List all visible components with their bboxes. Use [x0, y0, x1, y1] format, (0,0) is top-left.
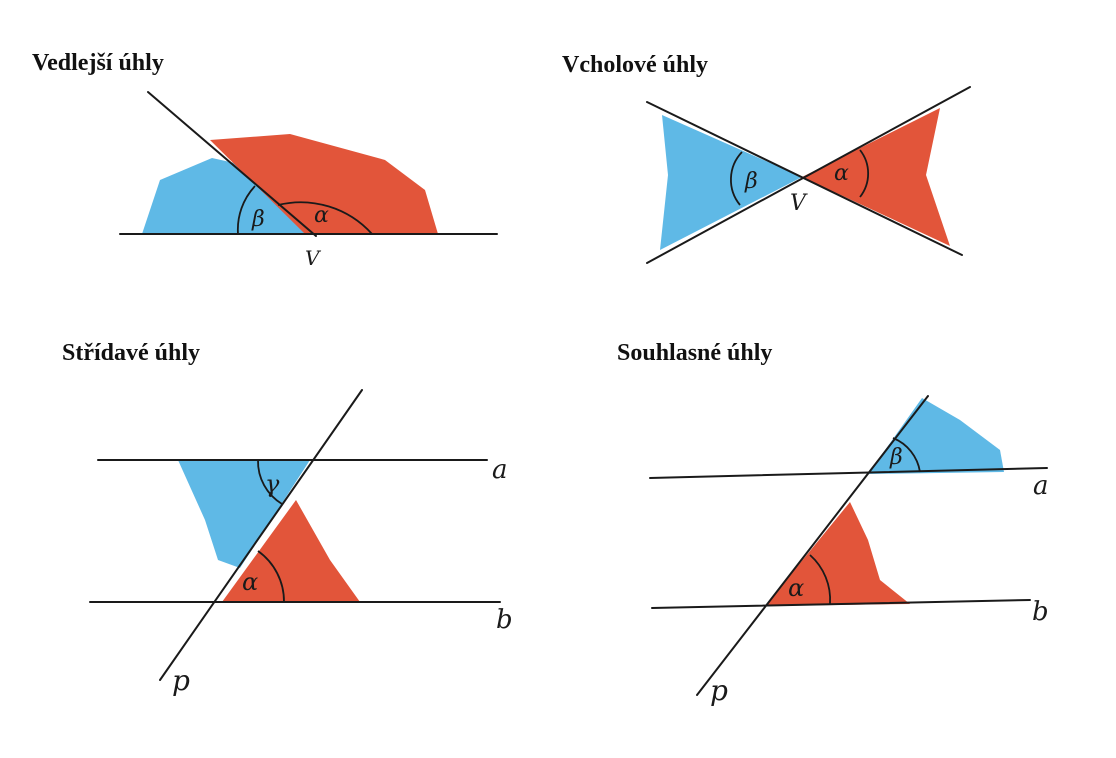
alpha-label: α [314, 203, 329, 228]
beta-arc [892, 437, 921, 473]
label-p: p [710, 674, 728, 707]
alpha-arc [809, 554, 832, 605]
panel-title-vedlejsi: Vedlejší úhly [32, 50, 164, 76]
label-b: b [496, 605, 513, 635]
beta-region [868, 398, 1004, 474]
line-a [649, 467, 1048, 479]
panel-title-vcholove: Vcholové úhly [562, 52, 709, 78]
alpha-region [802, 108, 950, 246]
beta-label: β [744, 169, 758, 194]
alpha-arc [277, 201, 373, 235]
beta-label: β [889, 445, 903, 470]
panel-title-souhlasne: Souhlasné úhly [617, 340, 773, 366]
label-p: p [172, 664, 190, 697]
line-1 [646, 101, 963, 256]
vertex-label: V [305, 246, 322, 270]
beta-region [142, 158, 305, 234]
label-a: a [1033, 471, 1049, 501]
alpha-region [222, 500, 360, 602]
panel-vcholove: β α V [646, 86, 971, 264]
ray-line [147, 91, 317, 237]
alpha-label: α [242, 568, 258, 596]
beta-label: β [251, 207, 265, 232]
alpha-label: α [788, 574, 804, 602]
alpha-region [765, 502, 910, 606]
panel-stridave: γ α a b p [89, 389, 513, 697]
line-2 [646, 86, 971, 264]
panel-vedlejsi: β α V [119, 91, 498, 270]
line-b [651, 599, 1031, 609]
transversal-p [159, 389, 363, 681]
panel-title-stridave: Střídavé úhly [62, 340, 201, 366]
beta-arc [730, 151, 743, 206]
beta-arc [236, 185, 256, 235]
alpha-arc [859, 149, 870, 198]
transversal-p [696, 395, 929, 696]
gamma-label: γ [265, 470, 280, 498]
vertex-label: V [790, 191, 808, 216]
panel-souhlasne: β α a b p [649, 395, 1049, 707]
label-b: b [1032, 597, 1049, 627]
gamma-region [178, 460, 310, 568]
alpha-arc [257, 550, 285, 603]
label-a: a [492, 455, 508, 485]
alpha-region [210, 134, 438, 234]
alpha-label: α [834, 161, 849, 186]
gamma-arc [257, 459, 283, 505]
